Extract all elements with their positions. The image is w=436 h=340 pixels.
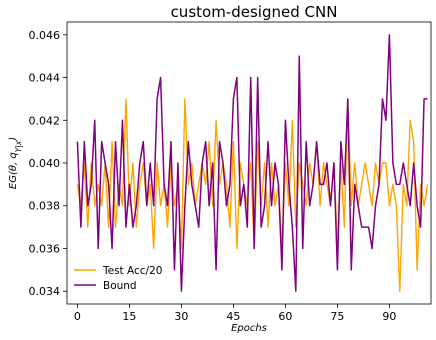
legend-label: Bound — [103, 280, 137, 292]
y-tick-label: 0.038 — [29, 200, 61, 213]
x-tick-label: 45 — [226, 310, 240, 323]
x-axis-label: Epochs — [231, 323, 267, 334]
y-axis-label: EG(θ, qY|x) — [8, 137, 23, 189]
y-tick-label: 0.042 — [29, 114, 61, 127]
series-line-test-acc-20 — [76, 98, 429, 292]
y-tick-label: 0.036 — [29, 242, 61, 255]
x-axis: 0 15 30 45 60 75 90 — [74, 304, 396, 323]
x-tick-label: 75 — [330, 310, 344, 323]
x-tick-label: 15 — [122, 310, 136, 323]
series-line-bound — [76, 34, 428, 292]
y-tick-label: 0.044 — [29, 72, 61, 85]
series-layer — [76, 34, 429, 292]
x-tick-label: 30 — [174, 310, 188, 323]
y-tick-label: 0.034 — [29, 285, 61, 298]
y-axis: 0.034 0.036 0.038 0.040 0.042 0.044 0.046 — [29, 29, 67, 298]
x-tick-label: 90 — [382, 310, 396, 323]
x-tick-label: 0 — [74, 310, 81, 323]
legend-label: Test Acc/20 — [102, 265, 162, 277]
y-tick-label: 0.040 — [29, 157, 61, 170]
chart-title: custom-designed CNN — [171, 3, 338, 21]
x-tick-label: 60 — [278, 310, 292, 323]
legend: Test Acc/20 Bound — [74, 265, 162, 292]
y-tick-label: 0.046 — [29, 29, 61, 42]
